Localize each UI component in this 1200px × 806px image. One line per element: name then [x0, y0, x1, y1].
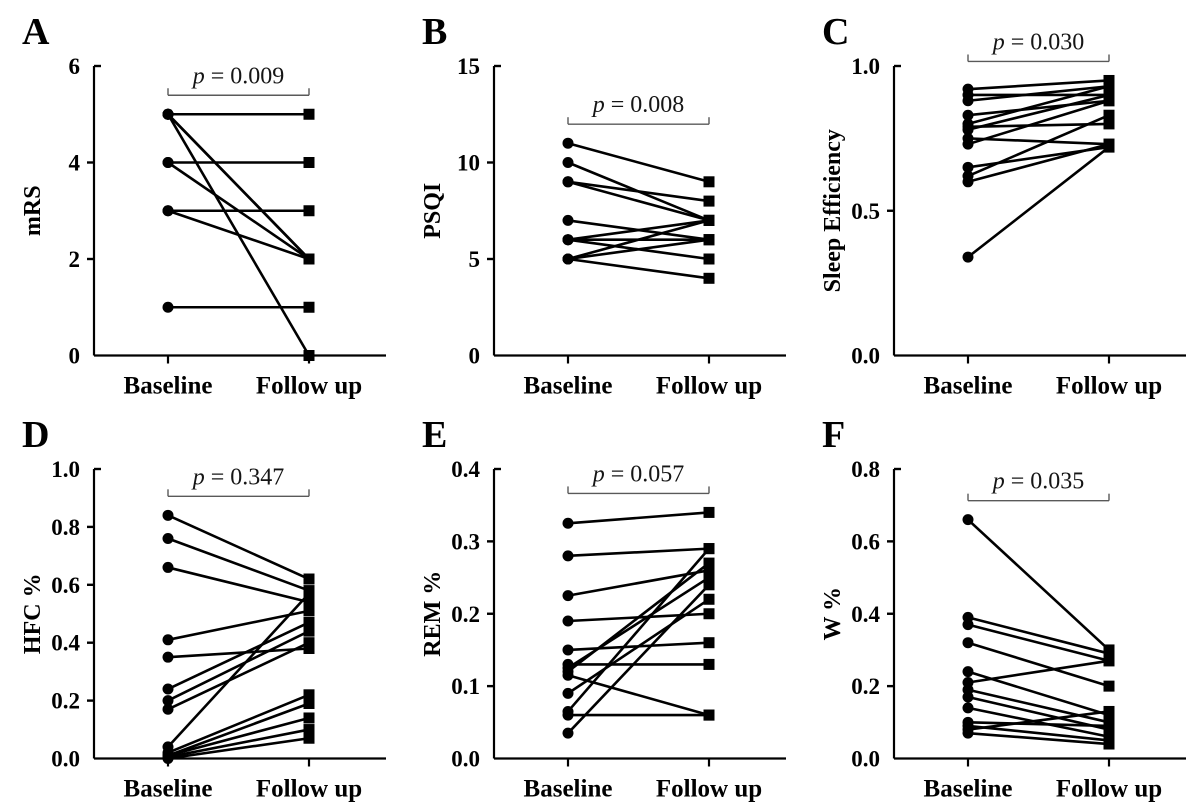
svg-text:B: B [422, 11, 447, 53]
svg-text:0.3: 0.3 [451, 529, 480, 554]
svg-text:0: 0 [469, 344, 481, 369]
svg-text:Follow up: Follow up [656, 373, 762, 400]
svg-text:Follow up: Follow up [656, 776, 762, 803]
svg-text:0.2: 0.2 [51, 689, 80, 714]
svg-text:1.0: 1.0 [851, 54, 880, 79]
svg-text:0.0: 0.0 [851, 344, 880, 369]
svg-text:Baseline: Baseline [924, 776, 1013, 803]
svg-text:p = 0.035: p = 0.035 [991, 469, 1085, 495]
svg-text:4: 4 [69, 151, 81, 176]
svg-text:p = 0.347: p = 0.347 [191, 464, 285, 490]
svg-text:Follow up: Follow up [1056, 373, 1162, 400]
svg-text:mRS: mRS [20, 185, 46, 236]
svg-text:0.6: 0.6 [51, 573, 80, 598]
svg-text:0.0: 0.0 [451, 747, 480, 772]
svg-text:0: 0 [69, 344, 81, 369]
svg-text:5: 5 [469, 247, 481, 272]
svg-text:0.0: 0.0 [51, 747, 80, 772]
svg-text:0.4: 0.4 [851, 602, 880, 627]
svg-text:0.1: 0.1 [451, 674, 480, 699]
svg-text:Baseline: Baseline [124, 776, 213, 803]
svg-text:0.2: 0.2 [451, 602, 480, 627]
svg-text:Follow up: Follow up [256, 373, 362, 400]
svg-text:Baseline: Baseline [524, 776, 613, 803]
svg-text:0.8: 0.8 [851, 457, 880, 482]
svg-text:REM %: REM % [420, 571, 446, 657]
svg-text:p = 0.030: p = 0.030 [991, 29, 1085, 55]
svg-text:E: E [422, 414, 447, 456]
svg-text:0.2: 0.2 [851, 674, 880, 699]
svg-text:15: 15 [457, 54, 480, 79]
svg-text:PSQI: PSQI [420, 183, 446, 239]
svg-text:p = 0.057: p = 0.057 [591, 461, 685, 487]
svg-text:Follow up: Follow up [256, 776, 362, 803]
svg-text:W %: W % [820, 587, 846, 641]
svg-text:Follow up: Follow up [1056, 776, 1162, 803]
svg-text:6: 6 [69, 54, 81, 79]
svg-text:0.4: 0.4 [451, 457, 480, 482]
svg-text:F: F [822, 414, 845, 456]
svg-text:C: C [822, 11, 849, 53]
svg-text:A: A [22, 11, 50, 53]
svg-text:Baseline: Baseline [124, 373, 213, 400]
svg-text:2: 2 [69, 247, 81, 272]
svg-text:1.0: 1.0 [51, 457, 80, 482]
svg-text:D: D [22, 414, 49, 456]
svg-text:0.5: 0.5 [851, 199, 880, 224]
svg-text:0.6: 0.6 [851, 529, 880, 554]
svg-text:Baseline: Baseline [524, 373, 613, 400]
svg-text:Baseline: Baseline [924, 373, 1013, 400]
svg-text:0.8: 0.8 [51, 515, 80, 540]
svg-text:0.4: 0.4 [51, 631, 80, 656]
svg-text:0.0: 0.0 [851, 747, 880, 772]
svg-text:p = 0.008: p = 0.008 [591, 92, 685, 118]
svg-text:HFC %: HFC % [20, 573, 46, 654]
svg-text:Sleep Efficiency: Sleep Efficiency [820, 129, 846, 292]
svg-text:10: 10 [457, 151, 480, 176]
svg-text:p = 0.009: p = 0.009 [191, 63, 285, 89]
